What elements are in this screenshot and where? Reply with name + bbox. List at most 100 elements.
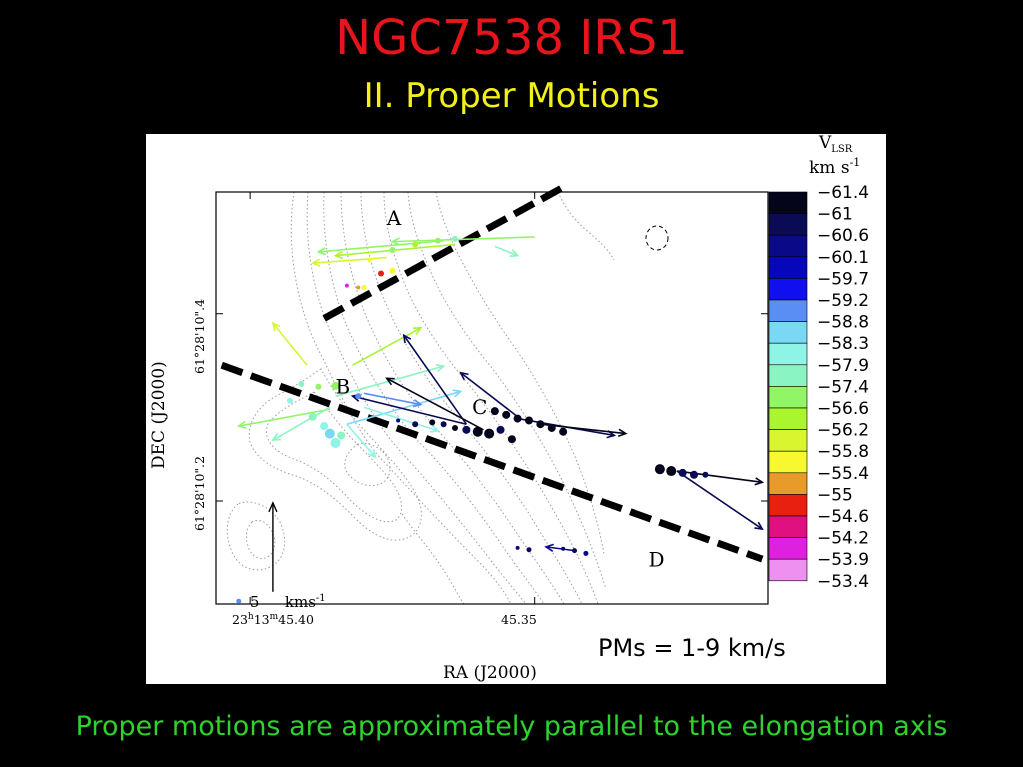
proper-motion-arrow (271, 321, 308, 366)
colorbar-tick-label: −58.3 (817, 334, 869, 354)
proper-motion-arrow (676, 470, 764, 531)
colorbar-swatch (768, 472, 808, 495)
colorbar-tick-label: −61 (817, 205, 853, 225)
maser-spot (298, 380, 305, 387)
plot-frame (215, 191, 769, 605)
maser-spot (429, 419, 436, 426)
colorbar-swatch (768, 429, 808, 452)
group-label: B (336, 374, 351, 398)
maser-spot (452, 424, 459, 431)
colorbar-swatch (768, 558, 808, 582)
elongation-line (322, 184, 565, 322)
proper-motion-arrow (236, 408, 330, 429)
maser-spot (355, 393, 362, 400)
colorbar-swatch (768, 537, 808, 560)
maser-spot (513, 414, 522, 423)
proper-motion-arrow (363, 406, 440, 433)
colorbar-tick-label: −59.2 (817, 291, 869, 311)
colorbar: −61.4−61−60.6−60.1−59.7−59.2−58.8−58.3−5… (768, 134, 869, 592)
maser-spot (396, 418, 401, 423)
continuum-contours (226, 191, 615, 605)
colorbar-swatch (768, 234, 808, 258)
colorbar-swatch (768, 191, 808, 214)
maser-spot (536, 420, 545, 429)
maser-spot (412, 421, 419, 428)
colorbar-swatch (768, 321, 808, 344)
beam-ellipse (645, 225, 669, 251)
colorbar-swatch (768, 386, 808, 409)
contour-line (344, 442, 391, 487)
scale-bar-unit: kms-1 (285, 593, 326, 611)
proper-motion-arrow (363, 392, 423, 408)
colorbar-swatch (768, 515, 808, 538)
maser-spot (361, 285, 367, 291)
proper-motion-arrow (544, 543, 575, 552)
y-tick-label-2: 61°28'10".2 (192, 456, 207, 531)
colorbar-swatch (768, 299, 808, 322)
slide-footer: Proper motions are approximately paralle… (75, 711, 948, 742)
contour-line (383, 191, 599, 605)
maser-spot (484, 428, 495, 439)
maser-spot (344, 283, 349, 288)
colorbar-tick-label: −55.4 (817, 464, 869, 484)
colorbar-tick-label: −56.2 (817, 421, 869, 441)
proper-motion-arrow (316, 239, 444, 256)
y-tick-label-1: 61°28'10".4 (192, 299, 207, 374)
contour-line (340, 191, 565, 605)
proper-motion-arrow (310, 256, 387, 267)
maser-spot (330, 437, 341, 448)
colorbar-tick-label: −55.8 (817, 442, 869, 462)
maser-spot (434, 237, 441, 244)
maser-spot (702, 471, 709, 478)
group-label: D (648, 548, 664, 572)
contour-line (266, 391, 403, 523)
maser-spot (666, 466, 677, 477)
colorbar-tick-label: −61.4 (817, 183, 869, 203)
maser-spot (367, 258, 372, 263)
maser-spot (502, 410, 511, 419)
maser-spot (389, 267, 396, 274)
contour-line (245, 520, 276, 560)
elongation-line (220, 361, 764, 563)
maser-spot (490, 407, 499, 416)
group-labels: A B C D (336, 206, 665, 572)
group-label: A (386, 206, 402, 230)
maser-spot (378, 270, 385, 277)
colorbar-swatch (768, 278, 808, 301)
maser-spot (572, 548, 578, 554)
proper-motion-vectors (236, 236, 765, 552)
elongation-lines (220, 184, 764, 563)
maser-spot (496, 425, 505, 434)
colorbar-tick-label: −54.2 (817, 529, 869, 549)
maser-spot (389, 247, 396, 254)
x-tick-label-2: 45.35 (501, 612, 537, 627)
colorbar-swatch (768, 450, 808, 474)
y-axis-label: DEC (J2000) (149, 361, 169, 469)
slide-subtitle: II. Proper Motions (363, 76, 660, 116)
maser-spot (324, 428, 335, 439)
maser-spot (308, 412, 317, 421)
proper-motion-arrow (390, 236, 535, 246)
proper-motion-arrow (676, 470, 765, 486)
maser-spots (236, 235, 709, 604)
contour-line (435, 191, 605, 555)
maser-spot (654, 464, 665, 475)
maser-spot (561, 546, 566, 551)
maser-spot (331, 381, 340, 390)
colorbar-swatch (768, 342, 808, 366)
colorbar-title: VLSR (818, 134, 853, 155)
proper-motion-arrow (271, 406, 331, 442)
colorbar-tick-label: −55 (817, 485, 853, 505)
colorbar-swatch (768, 364, 808, 387)
maser-spot (547, 423, 556, 432)
proper-motion-arrow (402, 333, 468, 425)
contour-line (248, 368, 422, 541)
proper-motion-arrow (459, 371, 519, 418)
maser-spot (315, 383, 322, 390)
colorbar-tick-label: −60.1 (817, 248, 869, 268)
figure-panel: A B C D 5 kms-1 −61.4 −61 −60.6 −60.1 −59.7 −59.2… (146, 134, 886, 684)
maser-spot (462, 425, 471, 434)
colorbar-tick-label: −53.9 (817, 550, 869, 570)
maser-spot (678, 468, 687, 477)
colorbar-swatch (768, 407, 808, 430)
